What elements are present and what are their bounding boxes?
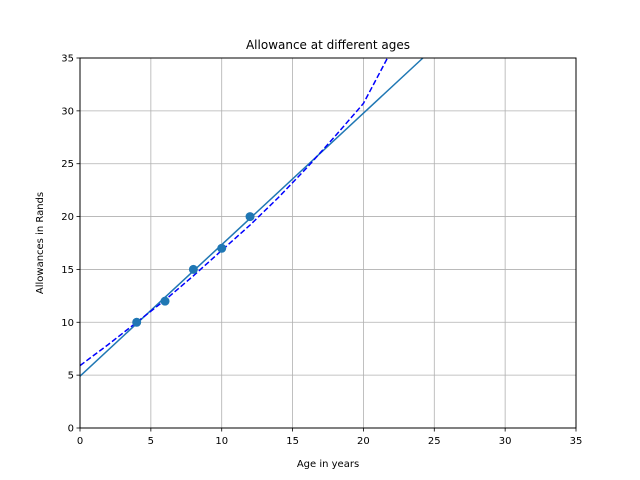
data-point (245, 212, 255, 222)
y-tick-label: 35 (61, 54, 74, 65)
axis-ticks: 0 5 10 15 20 25 30 35 0 5 10 15 20 25 30 35 (61, 54, 582, 448)
y-tick-label: 5 (68, 371, 74, 382)
y-tick-label: 20 (61, 212, 74, 223)
x-axis-label: Age in years (297, 459, 359, 470)
x-tick-label: 35 (570, 436, 583, 447)
x-tick-label: 25 (428, 436, 441, 447)
x-tick-label: 20 (357, 436, 370, 447)
plot-frame (79, 57, 577, 429)
dashed-fit-line (79, 57, 389, 367)
y-tick-label: 10 (61, 318, 74, 329)
y-tick-label: 0 (68, 424, 74, 435)
x-tick-label: 10 (215, 436, 228, 447)
data-points (132, 212, 255, 327)
data-point (188, 264, 198, 274)
data-point (160, 296, 170, 306)
data-point (132, 317, 142, 327)
x-tick-label: 0 (77, 436, 83, 447)
y-tick-label: 30 (61, 106, 74, 117)
x-tick-label: 30 (499, 436, 512, 447)
data-point (217, 243, 227, 253)
grid (79, 57, 577, 429)
y-tick-label: 15 (61, 265, 74, 276)
y-axis-label: Allowances in Rands (35, 192, 46, 294)
x-tick-label: 15 (286, 436, 299, 447)
x-tick-label: 5 (148, 436, 154, 447)
chart-title: Allowance at different ages (246, 38, 410, 52)
y-tick-label: 25 (61, 159, 74, 170)
